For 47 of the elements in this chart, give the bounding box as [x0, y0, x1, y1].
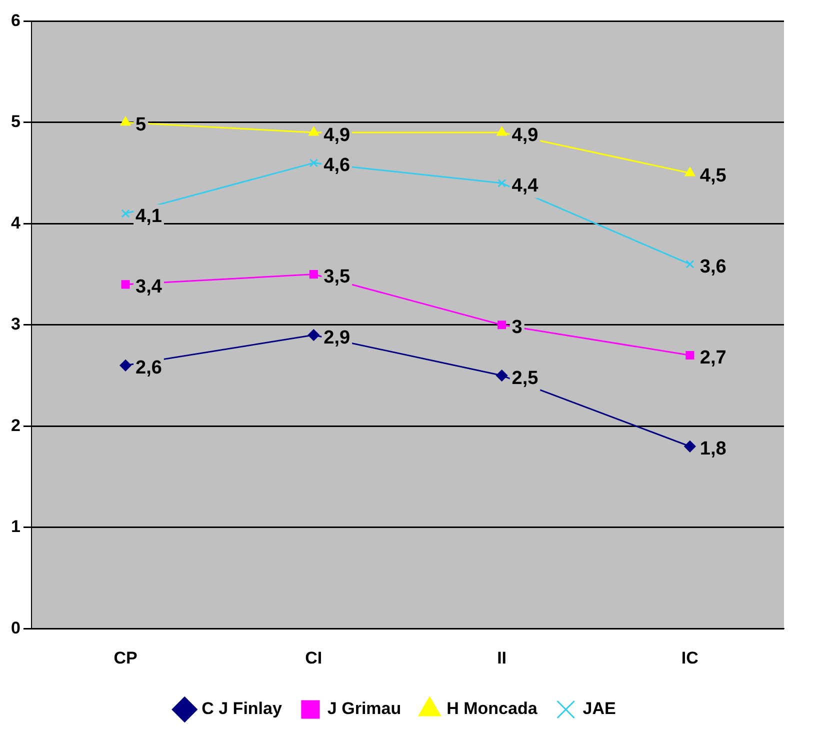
- y-tick-label: 4: [10, 213, 21, 232]
- point: [308, 126, 319, 136]
- point: [496, 126, 507, 136]
- data-label: 4,1: [136, 206, 162, 227]
- point: [120, 116, 131, 126]
- data-label: 2,7: [700, 348, 726, 369]
- point: [684, 440, 696, 452]
- point: [684, 167, 696, 176]
- y-tick-label: 6: [10, 10, 20, 30]
- data-label: 2,5: [512, 368, 539, 389]
- data-label: 4,4: [512, 175, 539, 196]
- x-tick-label: II: [497, 648, 507, 668]
- legend-label: C J Finlay: [202, 699, 282, 718]
- point: [686, 260, 694, 268]
- data-label: 2,9: [324, 327, 350, 348]
- data-label: 5: [136, 114, 147, 136]
- y-tick-label: 0: [10, 618, 20, 638]
- point: [309, 270, 318, 279]
- point: [686, 350, 694, 360]
- x-tick-label: CP: [114, 648, 138, 668]
- x-tick-label: IC: [681, 648, 698, 668]
- data-label: 2,6: [136, 358, 162, 379]
- data-label: 1,8: [700, 438, 726, 460]
- point: [498, 178, 506, 188]
- x-tick-label: CI: [305, 648, 322, 668]
- data-label: 3,4: [136, 276, 162, 298]
- point: [309, 158, 318, 168]
- data-label: 3: [512, 317, 522, 338]
- y-tick-label: 2: [10, 416, 20, 435]
- data-label: 4,5: [700, 165, 727, 186]
- point: [496, 370, 508, 382]
- legend-label: H Moncada: [446, 699, 538, 718]
- data-label: 4,9: [324, 124, 350, 146]
- y-tick-label: 3: [10, 314, 20, 334]
- point: [308, 329, 320, 341]
- point: [121, 280, 130, 289]
- legend-label: J Grimau: [327, 699, 402, 718]
- point: [120, 360, 132, 372]
- data-label: 3,6: [700, 256, 726, 278]
- y-tick-label: 5: [10, 112, 20, 132]
- point: [498, 320, 506, 330]
- y-tick-label: 1: [10, 517, 20, 536]
- data-label: 3,5: [324, 266, 351, 288]
- point: [121, 209, 130, 218]
- data-label: 4,6: [324, 155, 350, 176]
- legend-label: JAE: [582, 699, 616, 718]
- data-label: 4,9: [512, 124, 538, 146]
